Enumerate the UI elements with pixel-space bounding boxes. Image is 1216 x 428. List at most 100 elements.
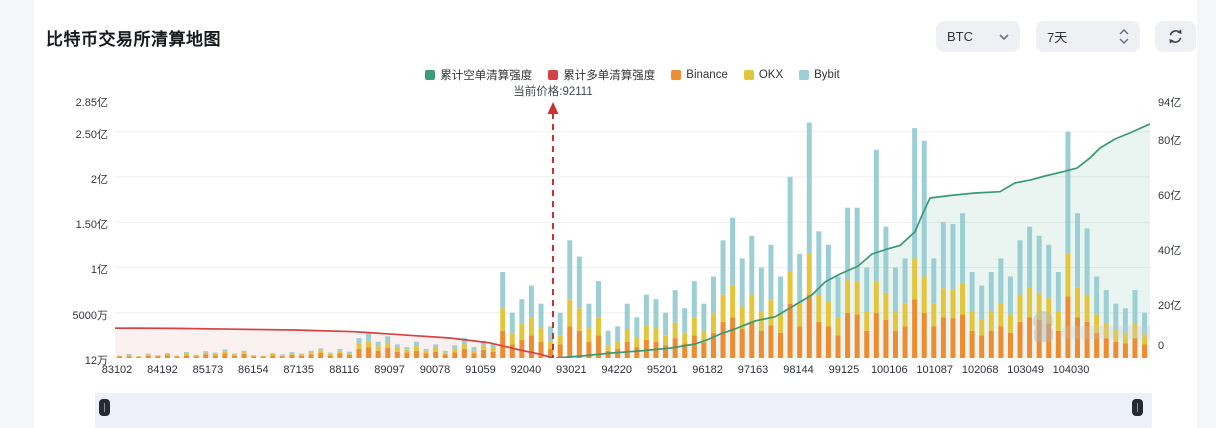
okx-bar [960, 282, 966, 315]
watermark [1033, 311, 1179, 342]
okx-bar [1132, 323, 1138, 339]
bybit-bar [126, 353, 132, 355]
bybit-bar [710, 276, 716, 313]
binance-bar [1065, 296, 1071, 358]
bybit-bar [816, 231, 822, 295]
okx-bar [912, 258, 918, 300]
bybit-bar [289, 352, 295, 353]
okx-bar [778, 314, 784, 333]
coin-select[interactable]: BTC [936, 21, 1020, 52]
binance-bar [1084, 321, 1090, 358]
binance-bar [327, 355, 333, 358]
binance-bar [1007, 332, 1013, 358]
okx-bar [605, 345, 611, 351]
okx-bar [260, 355, 266, 357]
bybit-bar [864, 267, 870, 311]
okx-bar [212, 353, 218, 356]
bybit-bar [299, 353, 305, 355]
binance-bar [998, 326, 1004, 358]
okx-bar [308, 352, 314, 355]
binance-bar [1094, 332, 1100, 358]
okx-bar [423, 350, 429, 354]
left-axis-tick: 2.50亿 [75, 129, 108, 141]
okx-bar [164, 353, 170, 356]
short-liquidation-line [555, 123, 1151, 359]
legend-item-1[interactable]: 累计多单清算强度 [548, 67, 655, 83]
binance-bar [1075, 317, 1080, 358]
okx-bar [241, 352, 247, 354]
bybit-bar [1142, 312, 1148, 335]
binance-bar [720, 321, 726, 358]
refresh-button[interactable] [1155, 21, 1196, 52]
binance-bar [538, 341, 544, 358]
okx-bar [950, 289, 956, 319]
bybit-bar [164, 353, 170, 354]
page-title: 比特币交易所清算地图 [46, 30, 221, 49]
bybit-bar [509, 312, 515, 334]
bybit-bar [404, 347, 410, 350]
binance-bar [557, 344, 563, 358]
okx-bar [845, 280, 851, 313]
page-background-right [1197, 0, 1216, 428]
left-axis-tick: 1.50亿 [75, 219, 108, 231]
okx-bar [1084, 294, 1090, 322]
binance-bar [308, 354, 314, 358]
legend-item-0[interactable]: 累计空单清算强度 [425, 67, 532, 83]
okx-bar [251, 355, 257, 357]
okx-bar [892, 310, 898, 331]
refresh-icon [1169, 29, 1182, 44]
x-axis-tick: 88116 [329, 364, 360, 376]
bybit-bar [1075, 213, 1080, 288]
bybit-bar [950, 224, 956, 290]
bybit-bar [835, 276, 841, 318]
left-axis-tick: 12万 [84, 355, 108, 367]
binance-bar [1027, 317, 1033, 358]
bybit-bar [739, 258, 745, 307]
okx-bar [691, 317, 697, 336]
okx-bar [787, 272, 793, 304]
legend-item-2[interactable]: Binance [671, 67, 728, 83]
bybit-bar [548, 326, 554, 342]
binance-bar [184, 355, 190, 358]
binance-bar [164, 355, 170, 358]
binance-bar [212, 355, 218, 358]
okx-bar [672, 322, 678, 339]
chart-plot[interactable] [114, 100, 1179, 359]
binance-bar [1055, 330, 1061, 358]
legend-swatch [548, 70, 559, 80]
bybit-bar [356, 338, 362, 344]
binance-bar [519, 339, 525, 358]
bybit-bar [854, 207, 860, 282]
okx-bar [1094, 314, 1100, 333]
binance-bar [279, 356, 285, 358]
left-axis: 2.85亿 2.50亿 2亿 1.50亿 1亿 5000万 12万 [0, 97, 108, 367]
datazoom-handle-left[interactable] [99, 399, 110, 416]
binance-bar [299, 355, 305, 358]
legend-item-3[interactable]: OKX [743, 67, 783, 83]
bybit-bar [346, 351, 352, 354]
datazoom-track[interactable] [95, 393, 1152, 428]
bybit-bar [1094, 276, 1100, 315]
bybit-bar [337, 348, 343, 351]
bybit-bar [873, 149, 879, 282]
x-axis-tick: 85173 [192, 364, 224, 376]
bybit-bar [1007, 276, 1013, 315]
binance-bar [892, 330, 898, 358]
okx-bar [835, 317, 841, 336]
bybit-bar [682, 308, 688, 333]
okx-bar [921, 276, 927, 313]
coin-select-value: BTC [947, 29, 973, 44]
bybit-bar [624, 303, 630, 329]
binance-bar [864, 330, 870, 358]
bybit-bar [1132, 290, 1138, 324]
okx-bar [931, 303, 937, 327]
period-select[interactable]: 7天 [1036, 21, 1140, 52]
binance-bar [778, 332, 784, 358]
binance-bar [883, 320, 889, 358]
datazoom-handle-right[interactable] [1132, 399, 1143, 416]
bybit-bar [797, 253, 803, 304]
okx-bar [979, 319, 985, 336]
legend-item-4[interactable]: Bybit [799, 67, 840, 83]
okx-bar [1055, 310, 1061, 331]
okx-bar [1113, 329, 1119, 342]
